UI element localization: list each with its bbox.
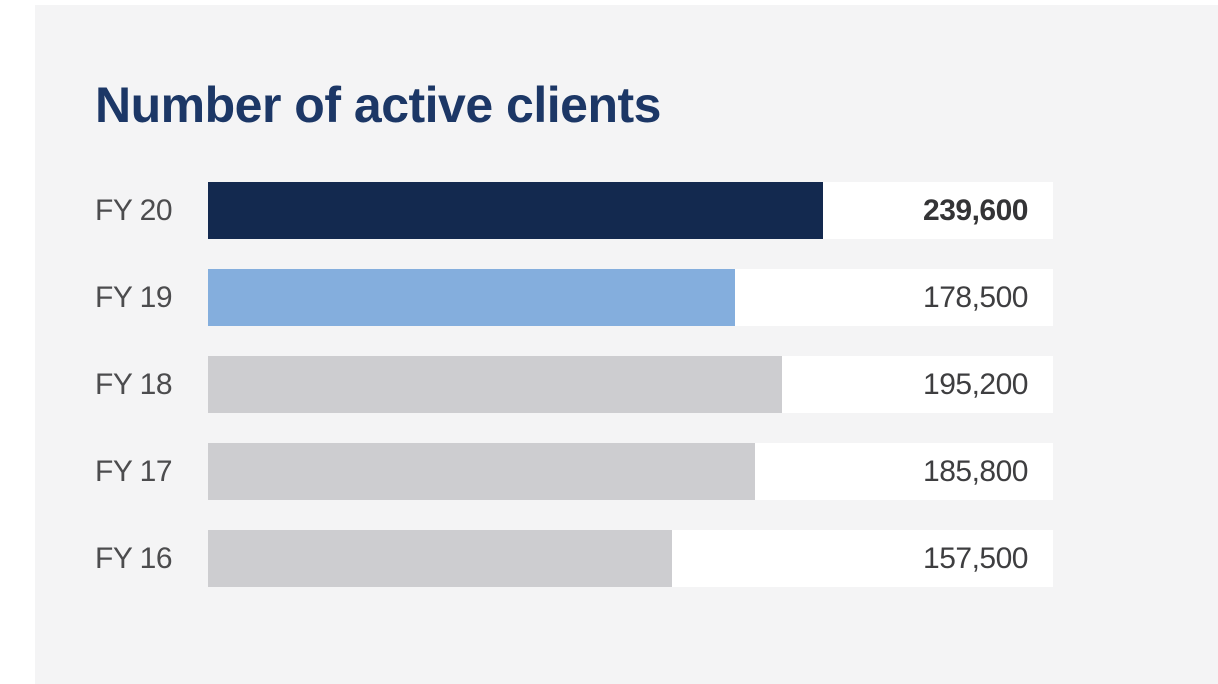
value-label: 239,600 [923, 193, 1028, 227]
chart-title: Number of active clients [95, 76, 661, 133]
value-label: 178,500 [923, 280, 1028, 314]
value-label: 157,500 [923, 541, 1028, 575]
value-label: 185,800 [923, 454, 1028, 488]
bar [208, 356, 782, 413]
category-label: FY 16 [95, 541, 173, 575]
bar [208, 530, 672, 587]
category-label: FY 20 [95, 193, 173, 227]
value-label: 195,200 [923, 367, 1028, 401]
bar-track: 195,200 [208, 356, 1053, 413]
chart-row: FY 16 157,500 [35, 530, 1218, 587]
chart-panel: Number of active clients FY 20 239,600 F… [35, 5, 1218, 684]
category-label: FY 17 [95, 454, 173, 488]
chart-row: FY 19 178,500 [35, 269, 1218, 326]
bar-track: 178,500 [208, 269, 1053, 326]
bar-chart: FY 20 239,600 FY 19 178,500 FY 18 195,20… [35, 182, 1218, 617]
chart-row: FY 18 195,200 [35, 356, 1218, 413]
bar-track: 239,600 [208, 182, 1053, 239]
bar [208, 182, 824, 239]
bar [208, 443, 755, 500]
bar-track: 157,500 [208, 530, 1053, 587]
category-label: FY 18 [95, 367, 173, 401]
bar [208, 269, 736, 326]
chart-row: FY 20 239,600 [35, 182, 1218, 239]
bar-track: 185,800 [208, 443, 1053, 500]
category-label: FY 19 [95, 280, 173, 314]
chart-row: FY 17 185,800 [35, 443, 1218, 500]
